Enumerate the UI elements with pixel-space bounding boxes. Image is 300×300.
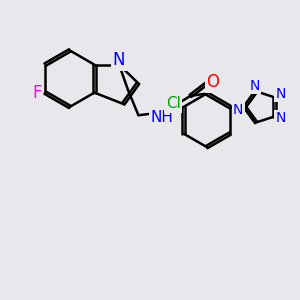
Text: O: O (206, 73, 219, 91)
Text: N: N (249, 79, 260, 93)
Text: N: N (275, 87, 286, 101)
Text: N: N (113, 51, 125, 69)
Text: N: N (233, 103, 243, 117)
Text: F: F (32, 84, 41, 102)
Text: NH: NH (151, 110, 174, 125)
Text: N: N (276, 111, 286, 125)
Text: Cl: Cl (166, 96, 181, 111)
